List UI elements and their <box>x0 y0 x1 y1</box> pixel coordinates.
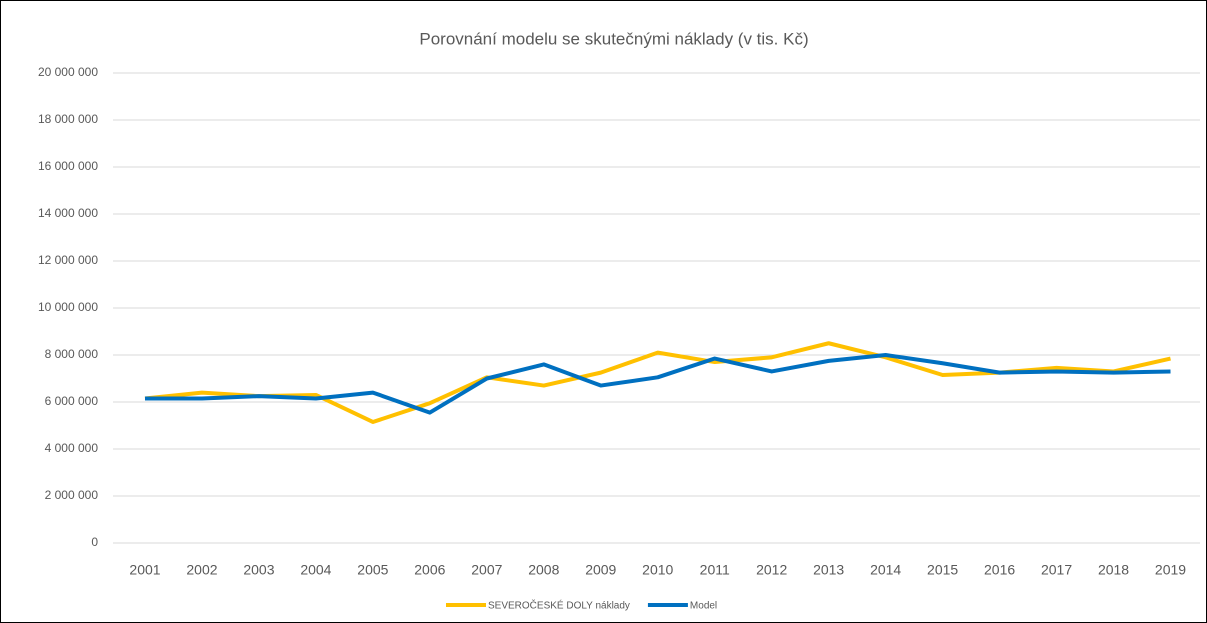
x-tick-label: 2006 <box>414 562 445 578</box>
x-tick-label: 2012 <box>756 562 787 578</box>
y-tick-label: 18 000 000 <box>38 112 98 126</box>
y-tick-label: 10 000 000 <box>38 300 98 314</box>
x-tick-label: 2009 <box>585 562 616 578</box>
legend-label: Model <box>690 601 717 612</box>
x-tick-label: 2019 <box>1155 562 1186 578</box>
y-tick-label: 6 000 000 <box>45 394 99 408</box>
x-tick-label: 2018 <box>1098 562 1129 578</box>
y-tick-label: 4 000 000 <box>45 441 99 455</box>
y-tick-label: 14 000 000 <box>38 206 98 220</box>
y-tick-label: 0 <box>91 535 98 549</box>
x-tick-label: 2011 <box>700 562 730 578</box>
series-line <box>144 353 1171 415</box>
y-tick-label: 16 000 000 <box>38 159 98 173</box>
x-tick-label: 2007 <box>471 562 502 578</box>
x-tick-label: 2002 <box>186 562 217 578</box>
x-tick-label: 2017 <box>1041 562 1072 578</box>
x-tick-label: 2014 <box>870 562 901 578</box>
x-tick-label: 2015 <box>927 562 958 578</box>
x-tick-label: 2004 <box>300 562 331 578</box>
y-tick-label: 2 000 000 <box>45 488 99 502</box>
y-tick-label: 12 000 000 <box>38 253 98 267</box>
legend-label: SEVEROČESKÉ DOLY náklady <box>488 599 630 612</box>
x-tick-label: 2013 <box>813 562 844 578</box>
y-tick-label: 20 000 000 <box>38 65 98 79</box>
x-tick-label: 2003 <box>243 562 274 578</box>
x-tick-label: 2010 <box>642 562 673 578</box>
x-tick-label: 2008 <box>528 562 559 578</box>
x-tick-label: 2001 <box>129 562 160 578</box>
x-tick-label: 2005 <box>357 562 388 578</box>
x-tick-label: 2016 <box>984 562 1015 578</box>
y-tick-label: 8 000 000 <box>45 347 99 361</box>
chart-title: Porovnání modelu se skutečnými náklady (… <box>419 29 808 48</box>
